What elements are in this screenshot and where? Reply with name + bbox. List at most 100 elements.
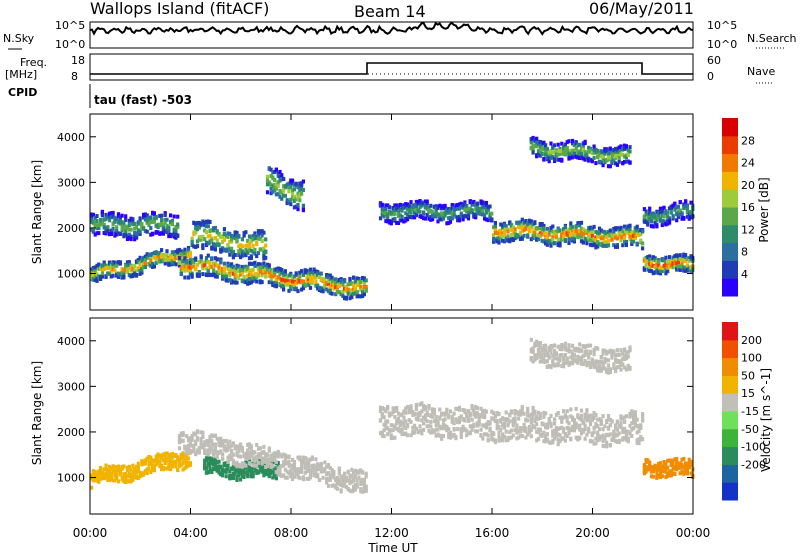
velocity-echo-cell xyxy=(147,466,151,471)
velocity-echo-cell xyxy=(540,433,544,438)
power-echo-cell xyxy=(177,255,182,260)
power-echo-cell xyxy=(300,181,304,186)
velocity-echo-cell xyxy=(192,444,196,448)
velocity-echo-cell xyxy=(680,462,684,467)
power-echo-cell xyxy=(172,251,176,256)
velocity-echo-cell xyxy=(407,418,411,423)
velocity-echo-cell xyxy=(197,447,201,452)
velocity-echo-cell xyxy=(160,454,164,459)
velocity-echo-cell xyxy=(321,475,325,480)
power-echo-cell xyxy=(221,239,225,244)
power-echo-cell xyxy=(230,237,234,242)
power-echo-cell xyxy=(465,207,469,212)
velocity-echo-cell xyxy=(416,417,420,422)
power-echo-cell xyxy=(156,230,160,235)
velocity-echo-cell xyxy=(398,423,402,428)
power-echo-cell xyxy=(592,224,596,229)
power-echo-cell xyxy=(407,204,411,209)
velocity-echo-cell xyxy=(359,468,363,473)
power-echo-cell xyxy=(115,263,119,268)
power-echo-cell xyxy=(107,218,112,223)
power-echo-cell xyxy=(115,225,119,230)
velocity-echo-cell xyxy=(474,405,478,409)
power-echo-cell xyxy=(646,259,650,264)
power-echo-cell xyxy=(285,282,289,287)
power-echo-cell xyxy=(292,274,296,279)
power-echo-cell xyxy=(553,241,557,246)
power-echo-cell xyxy=(244,280,248,285)
power-echo-cell xyxy=(517,225,521,229)
power-echo-cell xyxy=(648,206,652,211)
power-echo-cell xyxy=(574,146,578,151)
power-echo-cell xyxy=(151,252,155,256)
power-echo-cell xyxy=(657,260,661,264)
power-echo-cell xyxy=(328,273,332,278)
power-echo-cell xyxy=(648,261,652,266)
velocity-echo-cell xyxy=(129,475,133,480)
power-echo-cell xyxy=(143,213,147,218)
power-echo-cell xyxy=(558,157,562,162)
power-echo-cell xyxy=(186,252,191,257)
power-echo-cell xyxy=(109,232,113,236)
power-echo-cell xyxy=(151,232,155,237)
power-echo-cell xyxy=(558,243,562,248)
power-echo-cell xyxy=(624,155,628,160)
power-echo-cell xyxy=(222,232,226,236)
power-echo-cell xyxy=(501,231,505,236)
velocity-echo-cell xyxy=(170,451,174,456)
power-echo-cell xyxy=(249,256,253,260)
power-echo-cell xyxy=(222,270,226,275)
velocity-echo-cell xyxy=(246,452,250,457)
power-echo-cell xyxy=(303,282,307,287)
velocity-echo-cell xyxy=(628,431,632,436)
power-echo-cell xyxy=(292,198,296,203)
velocity-echo-cell xyxy=(343,476,347,481)
power-echo-cell xyxy=(612,229,616,234)
power-echo-cell xyxy=(475,208,479,213)
power-echo-cell xyxy=(585,228,589,233)
velocity-echo-cell xyxy=(111,464,115,469)
power-echo-cell xyxy=(567,227,571,232)
power-echo-cell xyxy=(233,230,237,235)
velocity-echo-cell xyxy=(199,445,203,450)
velocity-echo-cell xyxy=(472,408,476,413)
power-echo-cell xyxy=(506,229,510,234)
velocity-echo-cell xyxy=(569,349,573,354)
power-echo-cell xyxy=(635,224,639,229)
power-echo-cell xyxy=(378,203,383,208)
power-echo-cell xyxy=(660,258,664,263)
velocity-echo-cell xyxy=(262,473,266,478)
power-echo-cell xyxy=(560,237,564,242)
power-echo-cell xyxy=(588,231,593,236)
power-echo-cell xyxy=(102,225,106,230)
power-echo-cell xyxy=(274,192,278,197)
power-echo-cell xyxy=(174,229,178,233)
power-echo-cell xyxy=(265,178,270,183)
power-echo-cell xyxy=(278,281,282,286)
power-echo-cell xyxy=(481,200,485,205)
power-echo-cell xyxy=(122,274,126,279)
power-echo-cell xyxy=(179,249,183,254)
power-echo-cell xyxy=(294,181,298,186)
power-echo-cell xyxy=(278,194,282,199)
power-echo-cell xyxy=(160,217,164,222)
velocity-echo-cell xyxy=(499,419,503,424)
velocity-echo-cell xyxy=(632,413,636,418)
power-echo-cell xyxy=(226,263,230,268)
power-echo-cell xyxy=(527,226,532,230)
power-echo-cell xyxy=(657,270,661,275)
power-echo-cell xyxy=(583,150,587,155)
velocity-echo-cell xyxy=(427,424,431,429)
velocity-echo-cell xyxy=(208,456,212,461)
power-echo-cell xyxy=(569,155,573,160)
power-echo-cell xyxy=(133,226,137,231)
power-echo-cell xyxy=(601,154,605,159)
power-echo-cell xyxy=(423,202,427,207)
velocity-echo-cell xyxy=(562,361,566,366)
velocity-echo-cell xyxy=(588,362,593,367)
velocity-echo-cell xyxy=(470,404,474,408)
velocity-echo-cell xyxy=(255,470,259,475)
power-echo-cell xyxy=(301,272,305,277)
velocity-echo-cell xyxy=(497,438,501,443)
velocity-echo-cell xyxy=(558,439,562,444)
